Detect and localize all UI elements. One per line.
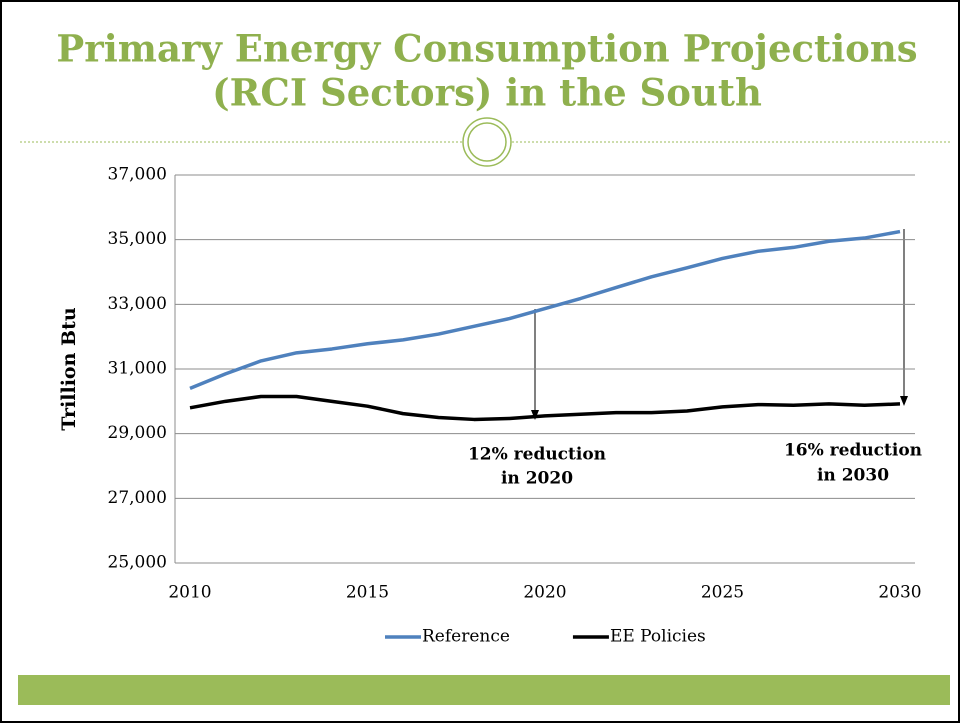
series-line	[189, 229, 901, 391]
x-tick-label: 2010	[168, 583, 211, 603]
y-tick-label: 25,000	[108, 553, 167, 573]
series-line	[189, 394, 901, 422]
annotation: in 2020	[501, 469, 573, 489]
y-axis-label: Trillion Btu	[58, 307, 80, 431]
legend-label: EE Policies	[610, 627, 706, 647]
x-tick-label: 2025	[701, 583, 744, 603]
x-tick-label: 2020	[523, 583, 566, 603]
title-line: (RCI Sectors) in the South	[212, 71, 762, 115]
x-tick-label: 2015	[346, 583, 389, 603]
divider-ornament	[467, 122, 507, 162]
y-tick-label: 31,000	[108, 359, 167, 379]
legend-label: Reference	[422, 627, 510, 647]
title-line: Primary Energy Consumption Projections	[56, 27, 917, 71]
footer-bar	[18, 675, 950, 705]
y-tick-label: 33,000	[108, 294, 167, 314]
arrow-head	[900, 396, 908, 406]
annotation: 12% reduction	[468, 445, 606, 465]
y-tick-label: 37,000	[108, 165, 167, 185]
y-tick-label: 27,000	[108, 488, 167, 508]
y-tick-label: 35,000	[108, 229, 167, 249]
annotation: in 2030	[817, 466, 889, 486]
y-tick-label: 29,000	[108, 423, 167, 443]
annotation: 16% reduction	[784, 441, 922, 461]
x-tick-label: 2030	[878, 583, 921, 603]
